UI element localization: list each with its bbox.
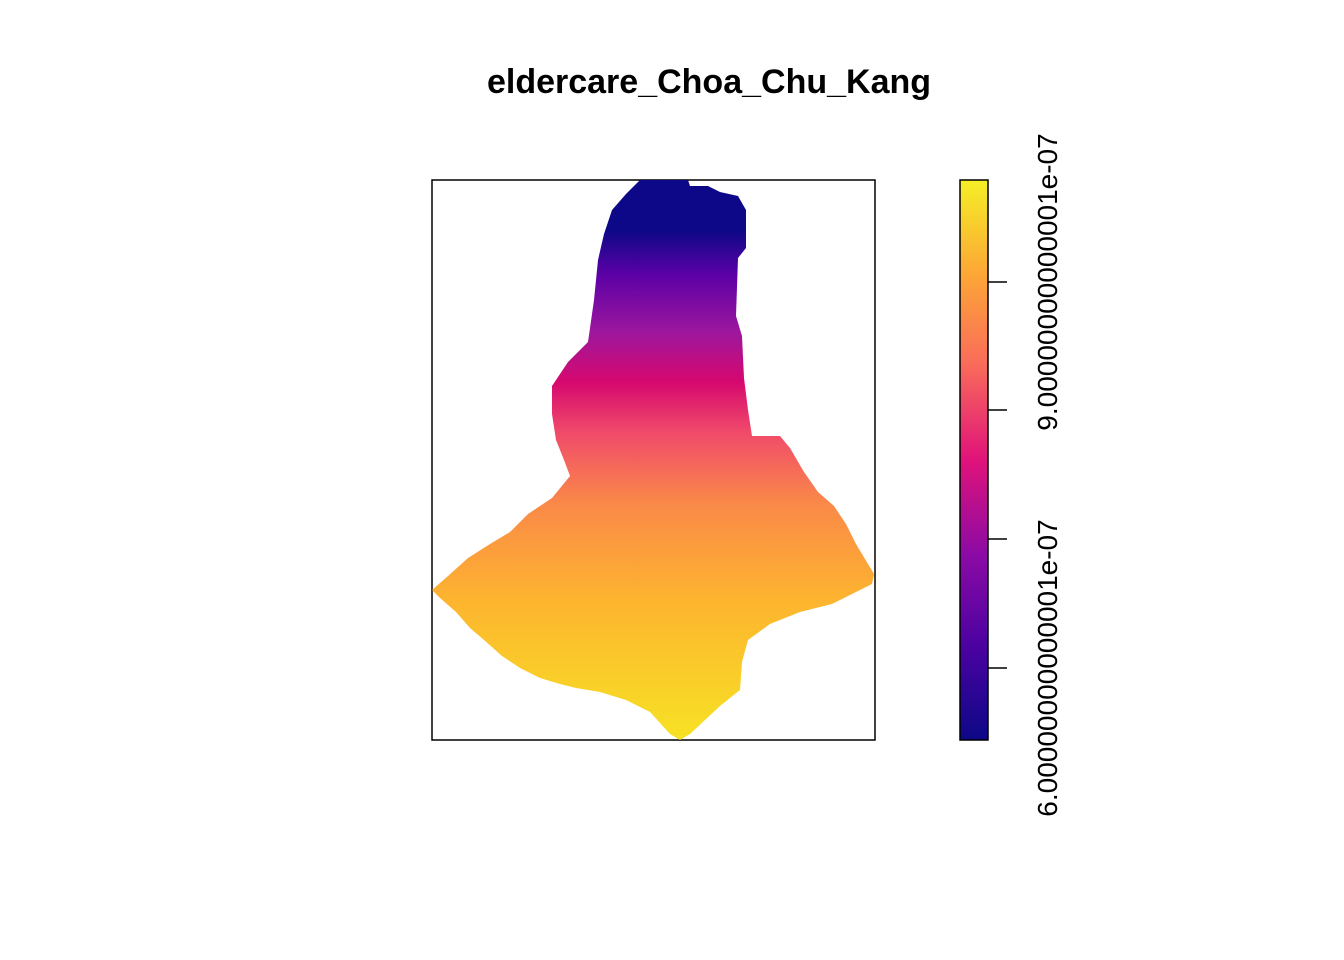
legend-tick-label-low: 6.00000000000001e-07 [1032, 519, 1063, 816]
legend-tick-label-high: 9.00000000000001e-07 [1032, 133, 1063, 430]
legend-colorbar [959, 179, 989, 741]
plot-title: eldercare_Choa_Chu_Kang [487, 63, 931, 101]
choa-chu-kang-region [432, 180, 874, 740]
